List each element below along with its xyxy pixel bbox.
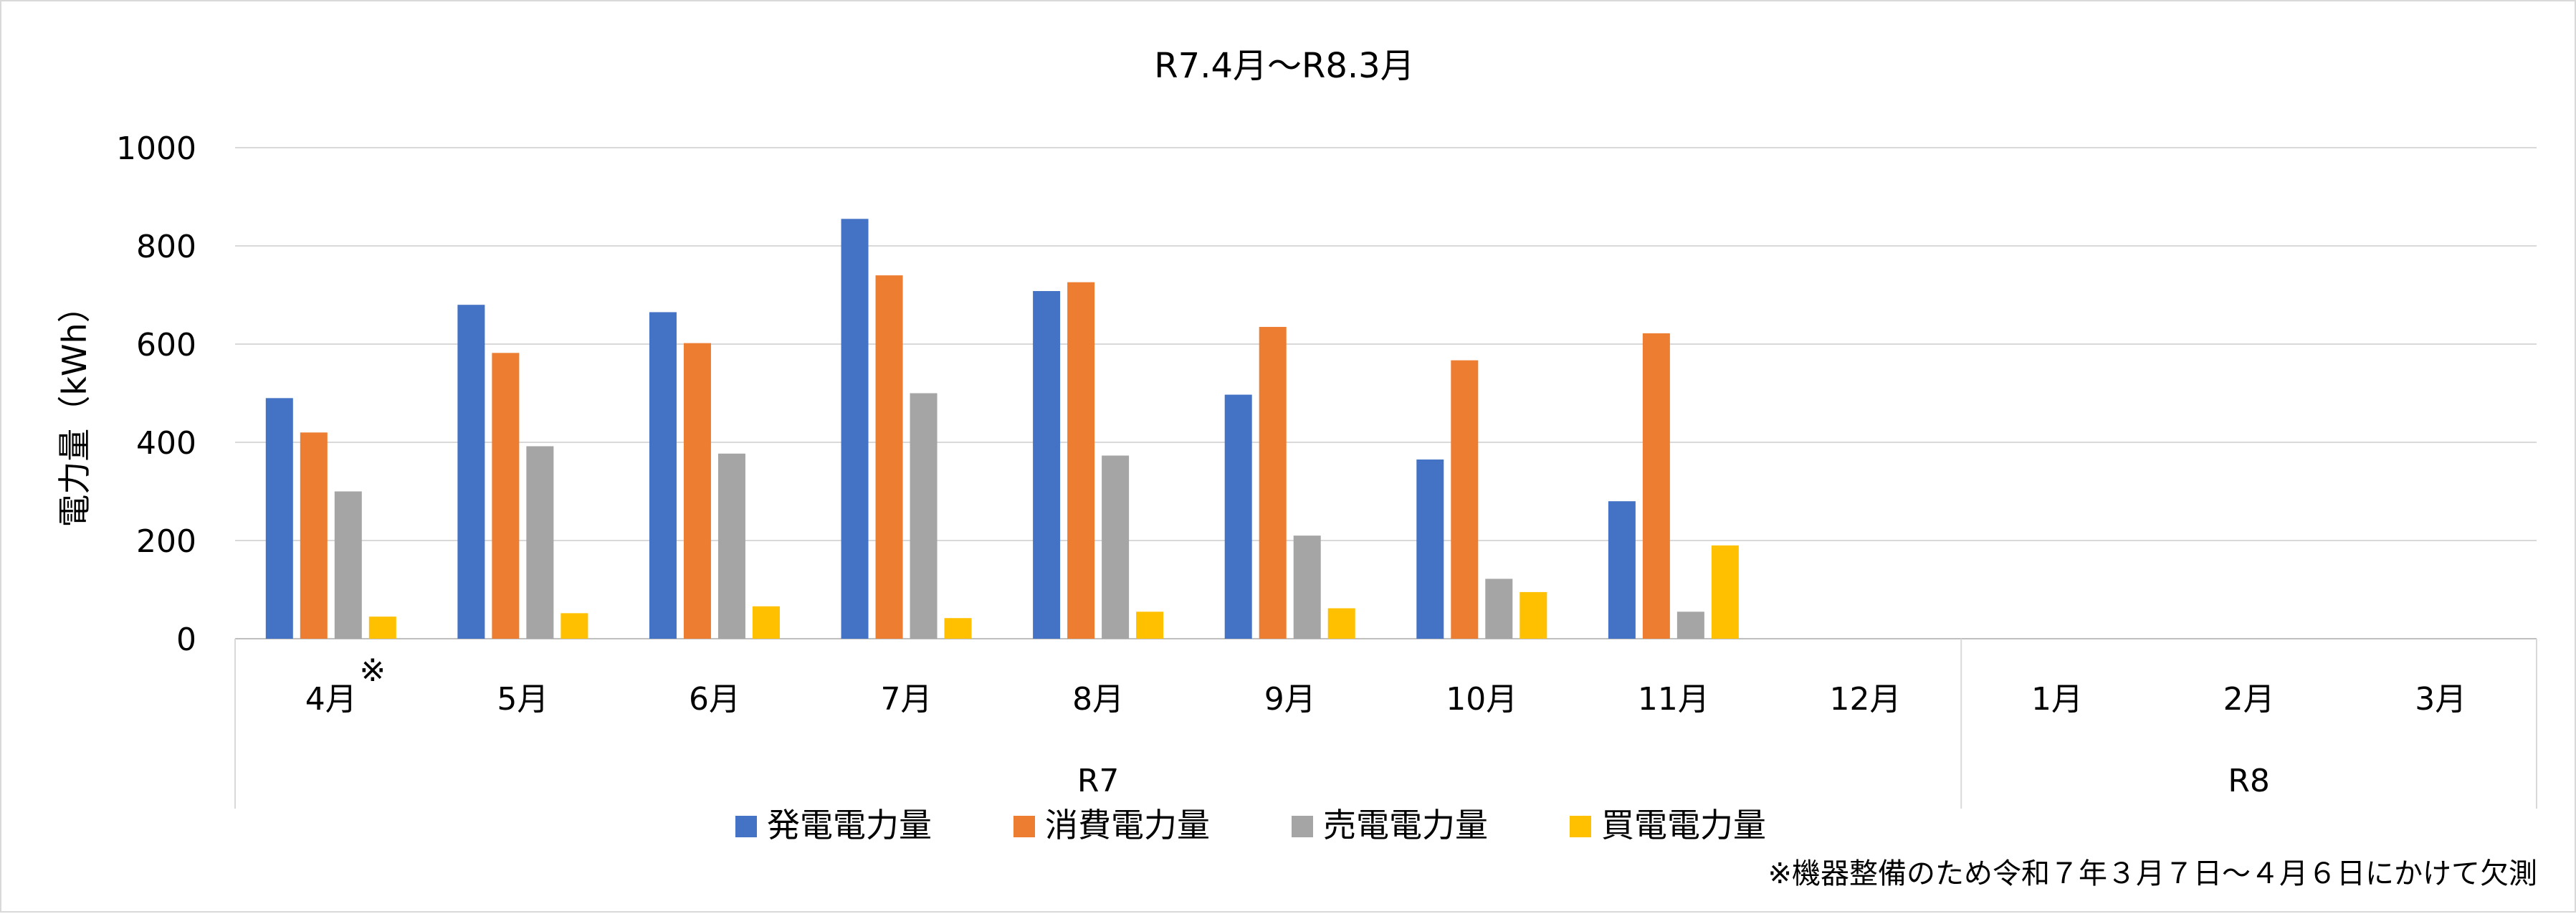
x-tick-label: 8月: [1072, 681, 1124, 718]
bar-1-2: [457, 305, 485, 639]
bar-2-2: [492, 353, 520, 639]
x-axis: 4月※ 5月 6月 7月 8月 9月 10月 11月 12月 1月 2月 3月 R7 R8: [234, 639, 2537, 809]
y-tick-label: 200: [136, 523, 196, 560]
legend: 発電電力量 消費電力量 売電電力量 買電電力量: [735, 806, 1766, 844]
bar-4-1: [368, 617, 396, 639]
x-tick-label: 3月: [2415, 681, 2466, 718]
bar-4-6: [1327, 608, 1355, 639]
bar-3-2: [526, 446, 554, 639]
bar-3-3: [717, 453, 745, 639]
x-tick-label: 7月: [881, 681, 932, 718]
footnote: ※機器整備のため令和７年３月７日～４月６日にかけて欠測: [1768, 857, 2537, 890]
bar-1-5: [1033, 291, 1061, 639]
legend-label-4: 買電電力量: [1601, 806, 1766, 844]
x-tick-label: 9月: [1264, 681, 1316, 718]
legend-swatch-4: [1570, 816, 1591, 837]
bar-4-4: [944, 618, 972, 639]
legend-swatch-3: [1292, 816, 1313, 837]
legend-label-3: 売電電力量: [1323, 806, 1488, 844]
bar-4-8: [1711, 545, 1739, 639]
bar-2-1: [300, 432, 328, 639]
y-tick-label: 400: [136, 425, 196, 462]
bar-4-2: [560, 613, 588, 639]
y-tick-label: 800: [136, 229, 196, 265]
legend-label-2: 消費電力量: [1045, 806, 1210, 844]
x-tick-label: 6月: [689, 681, 740, 718]
bar-2-5: [1067, 282, 1095, 639]
bar-1-3: [649, 312, 677, 639]
bar-4-5: [1136, 611, 1164, 639]
x-tick-label: 1月: [2031, 681, 2083, 718]
x-group-label: R7: [1077, 763, 1120, 799]
bar-2-6: [1259, 327, 1287, 639]
grid-lines: [235, 147, 2537, 639]
legend-swatch-1: [735, 816, 757, 837]
bar-4-3: [752, 606, 780, 639]
bar-4-7: [1520, 591, 1547, 639]
x-tick-label: 12月: [1829, 681, 1901, 718]
x-tick-label: 2月: [2223, 681, 2275, 718]
bar-1-1: [265, 398, 293, 639]
bar-1-6: [1224, 394, 1252, 639]
bar-2-7: [1451, 360, 1479, 639]
bar-1-7: [1416, 459, 1444, 639]
bar-2-8: [1642, 333, 1670, 639]
bar-2-4: [875, 275, 903, 639]
x-tick-label: 5月: [497, 681, 548, 718]
x-tick-label: 4月: [305, 681, 357, 718]
chart-title: R7.4月～R8.3月: [1154, 46, 1414, 86]
y-tick-label: 1000: [116, 130, 196, 167]
legend-label-1: 発電電力量: [767, 806, 932, 844]
bar-3-8: [1676, 611, 1704, 639]
y-tick-labels: 0 200 400 600 800 1000: [116, 130, 196, 658]
y-tick-label: 600: [136, 327, 196, 363]
legend-swatch-2: [1013, 816, 1035, 837]
bar-3-7: [1485, 579, 1513, 639]
bars: [265, 219, 1739, 639]
x-tick-label: 10月: [1446, 681, 1517, 718]
bar-2-3: [683, 343, 711, 639]
bar-1-8: [1608, 501, 1636, 639]
bar-1-4: [841, 219, 869, 639]
x-group-label: R8: [2228, 763, 2270, 799]
x-tick-label: 11月: [1638, 681, 1709, 718]
bar-3-6: [1293, 535, 1321, 639]
bar-3-5: [1102, 455, 1130, 639]
bar-3-4: [910, 393, 938, 639]
bar-3-1: [334, 491, 362, 639]
y-tick-label: 0: [176, 622, 196, 658]
x-tick-note-mark: ※: [359, 652, 386, 689]
y-axis-label: 電力量（kWh）: [55, 290, 94, 527]
